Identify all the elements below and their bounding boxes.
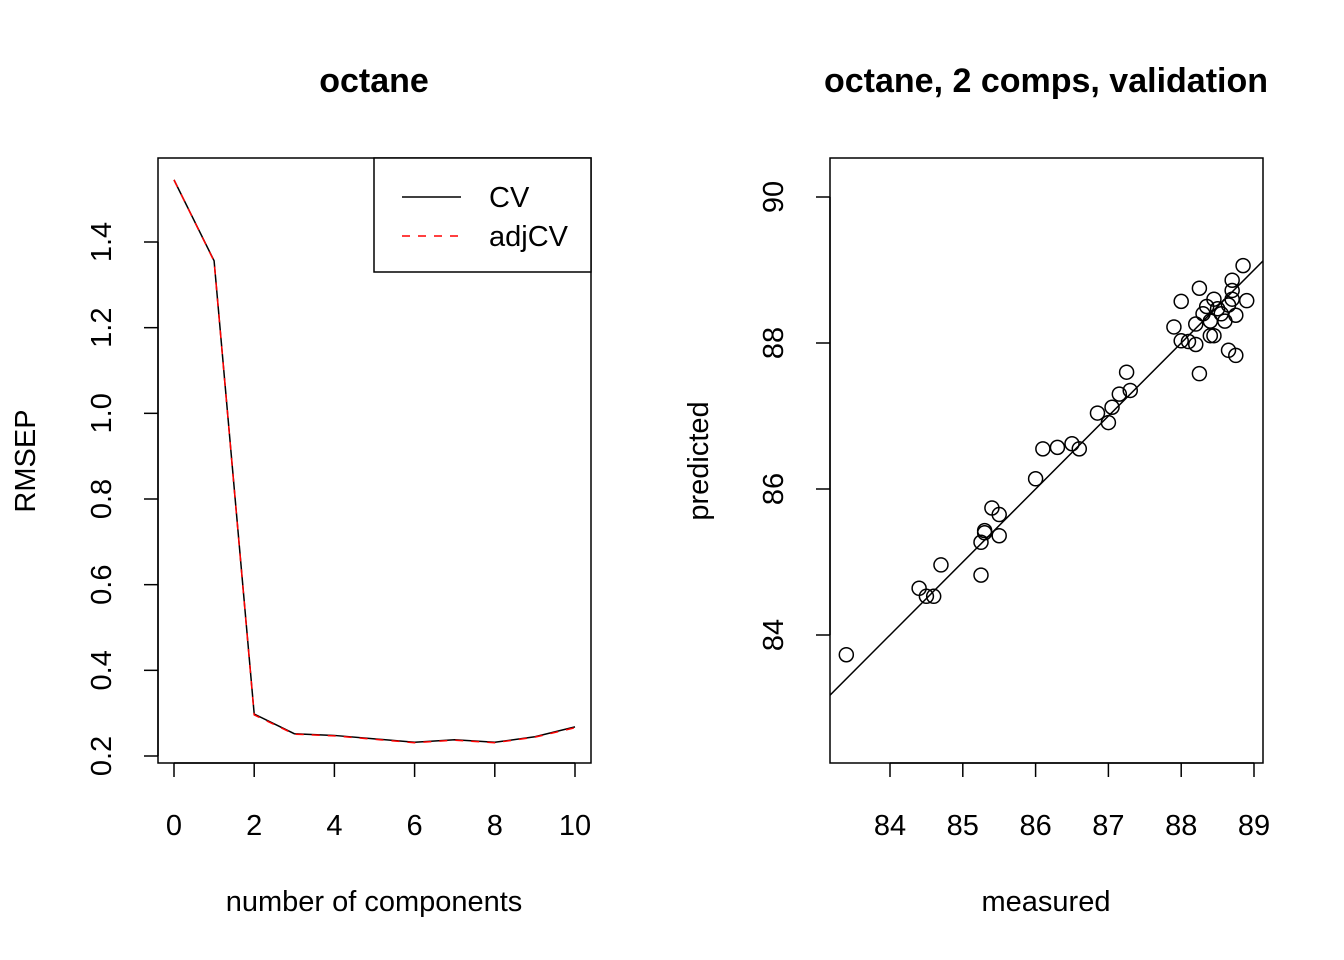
data-point (1188, 336, 1204, 353)
y-tick-label: 0.8 (86, 479, 118, 519)
rmsep-series-layer (173, 179, 576, 744)
y-tick-label: 86 (758, 473, 790, 505)
validation-y-axis-label: predicted (683, 401, 715, 520)
x-tick-label: 87 (1092, 810, 1124, 842)
y-tick-label: 0.4 (86, 650, 118, 690)
data-point (1100, 414, 1117, 431)
rmsep-y-axis-label: RMSEP (10, 409, 42, 512)
data-point (918, 588, 935, 605)
data-point (1089, 405, 1106, 421)
data-point (991, 527, 1007, 544)
data-point (973, 567, 989, 583)
data-point (1228, 307, 1244, 324)
validation-x-axis-label: measured (982, 886, 1111, 918)
legend-cv-label: CV (489, 182, 530, 214)
data-point (1191, 280, 1208, 296)
data-point (1228, 347, 1244, 364)
y-tick-label: 1.0 (86, 393, 118, 433)
x-tick-label: 86 (1019, 810, 1051, 842)
rmsep-x-axis: 0 2 4 6 8 10 (166, 762, 591, 842)
x-tick-label: 8 (487, 810, 503, 842)
validation-points-layer (838, 257, 1255, 663)
series-line-adjcv (173, 179, 576, 744)
rmsep-y-axis: 0.2 0.4 0.6 0.8 1.0 1.2 1.4 (86, 222, 159, 776)
y-tick-label: 84 (758, 619, 790, 651)
data-point (1209, 300, 1226, 317)
legend-box (373, 157, 592, 273)
x-tick-label: 85 (947, 810, 979, 842)
validation-x-axis: 84 85 86 87 88 89 (874, 762, 1270, 842)
data-point (1104, 399, 1120, 415)
legend-adjcv-label: adjCV (489, 221, 569, 253)
data-point (1238, 292, 1255, 309)
data-point (1049, 439, 1066, 456)
data-point (1118, 364, 1135, 380)
y-tick-label: 1.4 (86, 222, 118, 262)
data-point (1027, 471, 1044, 487)
data-point (976, 522, 993, 539)
data-point (1224, 282, 1240, 299)
data-point (1166, 319, 1182, 335)
x-tick-label: 0 (166, 810, 182, 842)
y-tick-label: 88 (758, 327, 790, 359)
y-tick-label: 0.2 (86, 736, 118, 776)
data-point (973, 534, 989, 551)
x-tick-label: 6 (407, 810, 423, 842)
data-point (925, 588, 942, 605)
validation-panel: octane, 2 comps, validation measured pre… (683, 62, 1270, 918)
data-point (1122, 382, 1138, 399)
data-point (933, 557, 949, 573)
x-tick-label: 10 (559, 810, 591, 842)
y-tick-label: 0.6 (86, 565, 118, 605)
rmsep-x-axis-label: number of components (226, 886, 523, 918)
x-tick-label: 89 (1238, 810, 1270, 842)
x-tick-label: 84 (874, 810, 906, 842)
x-tick-label: 88 (1165, 810, 1197, 842)
validation-chart-title: octane, 2 comps, validation (824, 62, 1268, 100)
data-point (1206, 291, 1222, 307)
data-point (1188, 316, 1204, 332)
data-point (1173, 293, 1189, 310)
data-point (1191, 365, 1208, 382)
data-point (1071, 441, 1088, 457)
data-point (1206, 327, 1222, 344)
rmsep-legend: CV adjCV (373, 157, 592, 273)
data-point (1111, 386, 1128, 402)
data-point (838, 646, 855, 663)
rmsep-panel: octane number of components RMSEP 0 2 4 6 8 1… (10, 62, 592, 918)
data-point (1173, 333, 1189, 349)
x-tick-label: 4 (326, 810, 342, 842)
data-point (991, 506, 1007, 523)
y-tick-label: 90 (758, 181, 790, 213)
data-point (1224, 272, 1240, 288)
validation-y-axis: 84 86 88 90 (758, 181, 831, 651)
data-point (1235, 257, 1251, 274)
rmsep-chart-title: octane (319, 62, 429, 100)
y-tick-label: 1.2 (86, 308, 118, 348)
x-tick-label: 2 (246, 810, 262, 842)
data-point (1180, 333, 1197, 350)
